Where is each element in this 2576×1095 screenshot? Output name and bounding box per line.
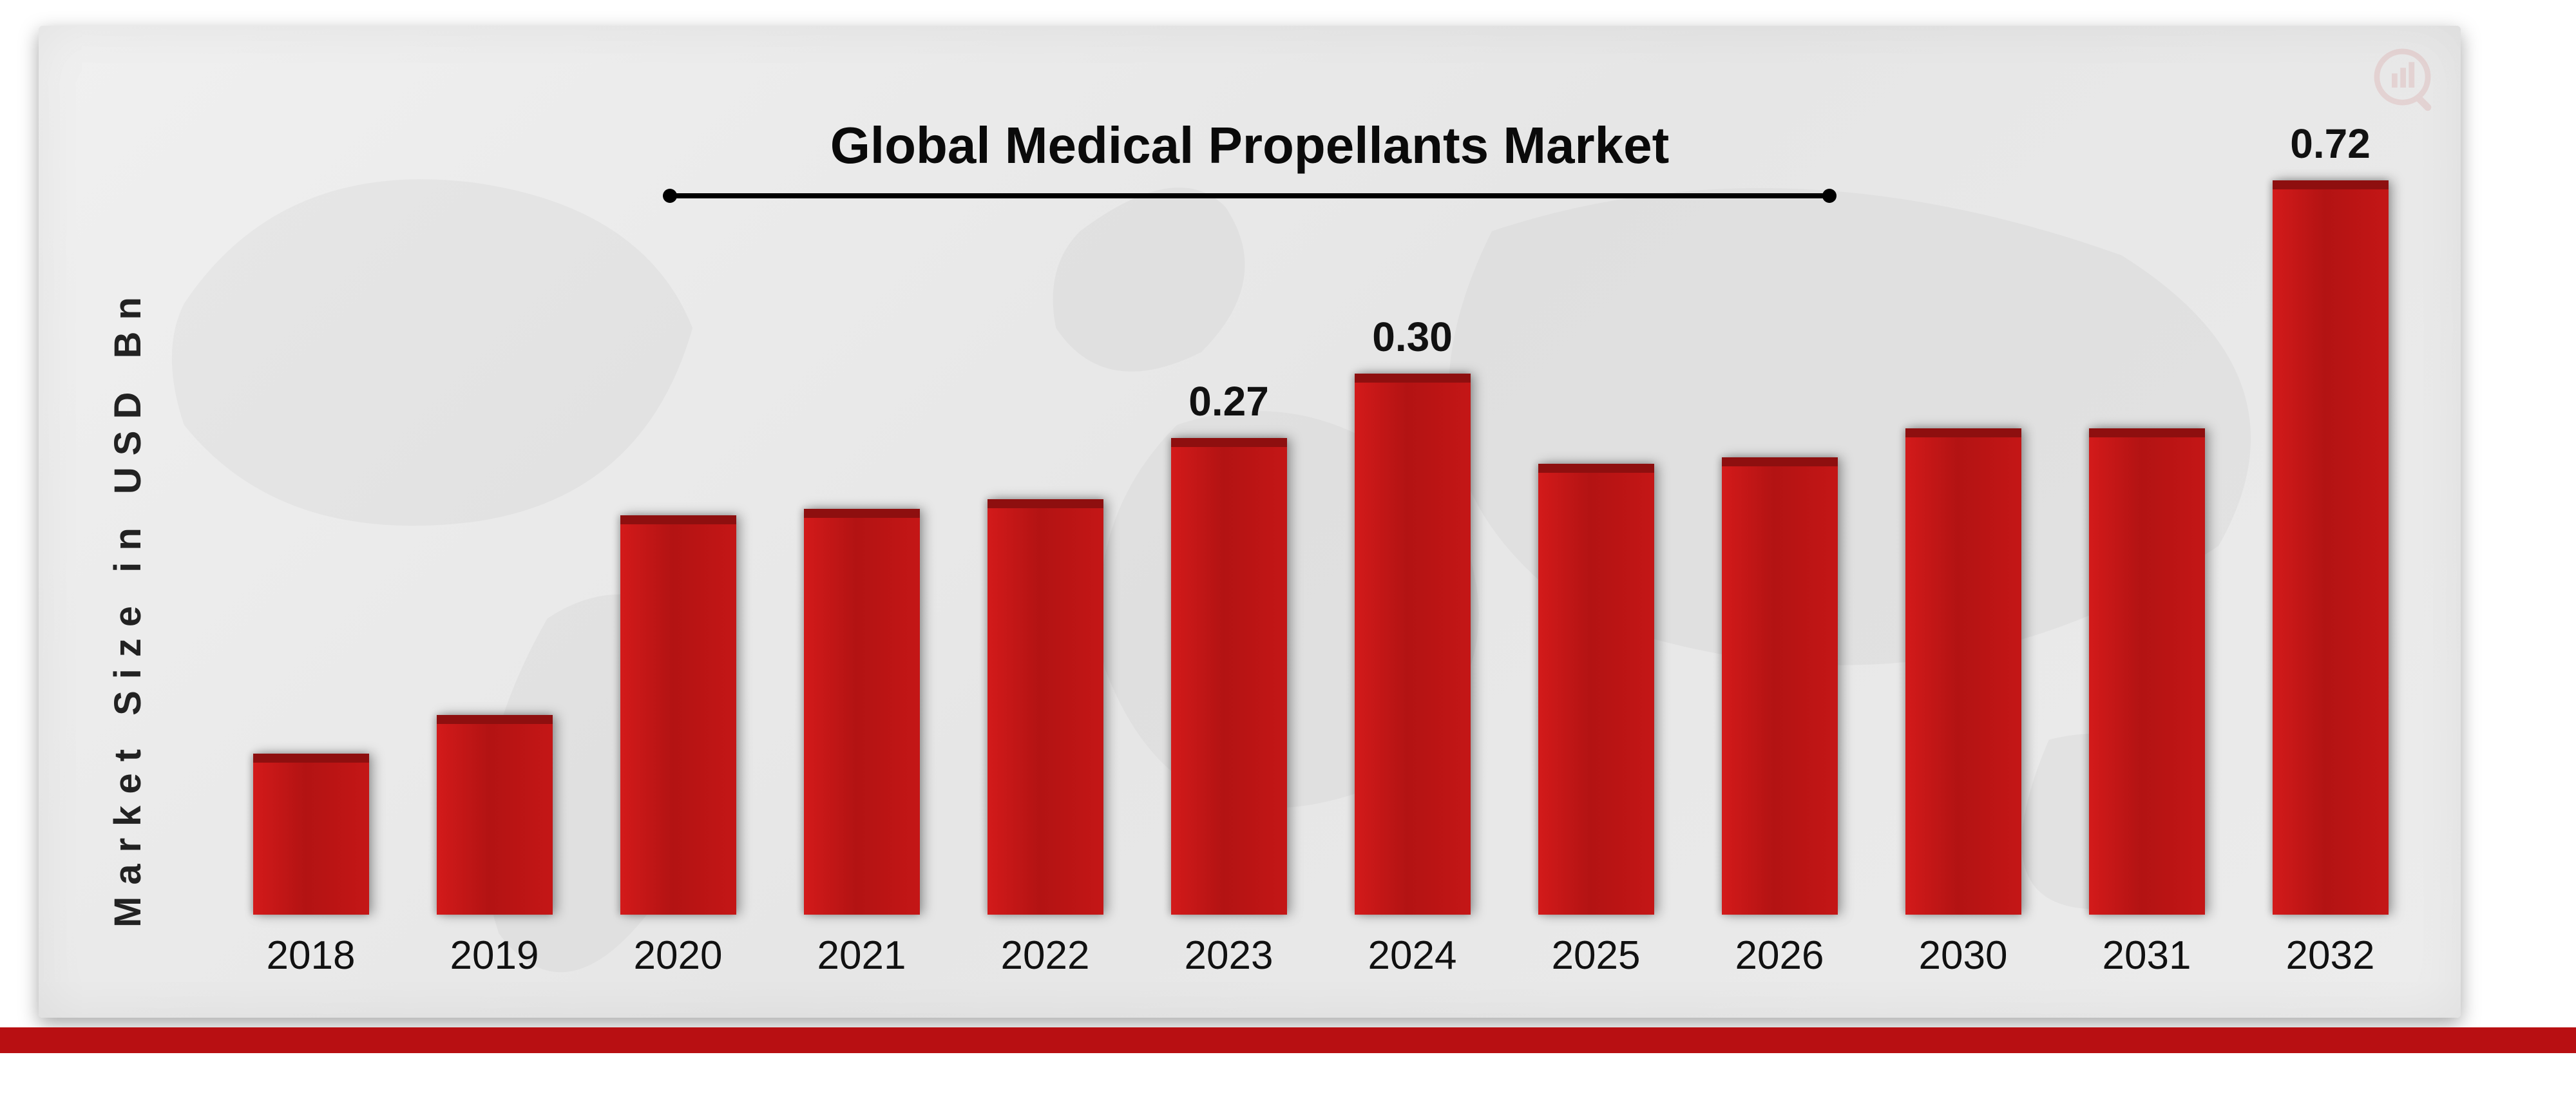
x-tick-2019: 2019 [411, 933, 578, 978]
footer-strip [0, 1027, 2576, 1053]
x-tick-2025: 2025 [1512, 933, 1680, 978]
bar-slot-2026 [1722, 142, 1838, 915]
x-tick-2022: 2022 [962, 933, 1129, 978]
x-tick-2018: 2018 [227, 933, 395, 978]
bar-2019 [437, 715, 553, 915]
bar-slot-2025 [1538, 142, 1654, 915]
bar-2020 [620, 515, 736, 915]
bar-value-label-2024: 0.30 [1329, 313, 1496, 361]
bars-area: 0.27 0.30 0.72 [225, 142, 2416, 915]
bar-slot-2022 [987, 142, 1103, 915]
bar-slot-2031 [2089, 142, 2205, 915]
bar-slot-2019 [437, 142, 553, 915]
x-tick-2024: 2024 [1329, 933, 1496, 978]
market-research-logo-icon [2371, 45, 2441, 116]
x-tick-2031: 2031 [2063, 933, 2231, 978]
bar-top-2024 [1355, 374, 1471, 383]
bar-value-label-2023: 0.27 [1145, 377, 1313, 425]
bar-top-2023 [1171, 438, 1287, 447]
bar-2023 [1171, 438, 1287, 915]
bar-slot-2032: 0.72 [2273, 142, 2389, 915]
bar-slot-2030 [1905, 142, 2021, 915]
bar-top-2030 [1905, 428, 2021, 437]
bar-top-2020 [620, 515, 736, 524]
bar-top-2032 [2273, 180, 2389, 189]
bar-value-label-2032: 0.72 [2247, 120, 2414, 167]
bar-2030 [1905, 428, 2021, 915]
bar-slot-2024: 0.30 [1355, 142, 1471, 915]
x-tick-2020: 2020 [595, 933, 762, 978]
bar-top-2031 [2089, 428, 2205, 437]
bar-top-2018 [253, 754, 369, 763]
bar-slot-2018 [253, 142, 369, 915]
x-tick-2030: 2030 [1880, 933, 2047, 978]
bar-2021 [804, 509, 920, 915]
bar-2018 [253, 754, 369, 915]
x-tick-2021: 2021 [778, 933, 946, 978]
bar-top-2019 [437, 715, 553, 724]
bar-2022 [987, 499, 1103, 915]
bar-2024 [1355, 374, 1471, 915]
bar-2025 [1538, 464, 1654, 915]
plot-frame: Global Medical Propellants Market Market… [39, 26, 2461, 1018]
bar-2026 [1722, 457, 1838, 915]
bar-top-2026 [1722, 457, 1838, 466]
bar-slot-2020 [620, 142, 736, 915]
canvas: Global Medical Propellants Market Market… [0, 0, 2576, 1095]
bar-slot-2023: 0.27 [1171, 142, 1287, 915]
bar-top-2022 [987, 499, 1103, 508]
x-tick-2026: 2026 [1696, 933, 1864, 978]
x-tick-2023: 2023 [1145, 933, 1313, 978]
bar-slot-2021 [804, 142, 920, 915]
bar-2032 [2273, 180, 2389, 915]
y-axis-label: Market Size in USD Bn [106, 285, 149, 928]
bar-top-2021 [804, 509, 920, 518]
x-tick-2032: 2032 [2247, 933, 2414, 978]
bar-top-2025 [1538, 464, 1654, 473]
bar-2031 [2089, 428, 2205, 915]
